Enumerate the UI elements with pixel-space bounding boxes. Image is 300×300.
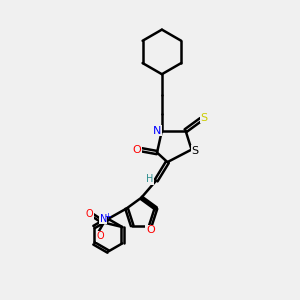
Text: N: N [100, 214, 107, 224]
Text: O: O [146, 225, 155, 235]
Text: S: S [200, 113, 208, 123]
Text: O: O [97, 231, 104, 241]
Text: N: N [153, 126, 162, 136]
Text: -: - [96, 234, 100, 244]
Text: H: H [146, 174, 153, 184]
Text: O: O [86, 209, 93, 219]
Text: O: O [133, 145, 142, 154]
Text: S: S [191, 146, 199, 156]
Text: +: + [104, 212, 111, 220]
